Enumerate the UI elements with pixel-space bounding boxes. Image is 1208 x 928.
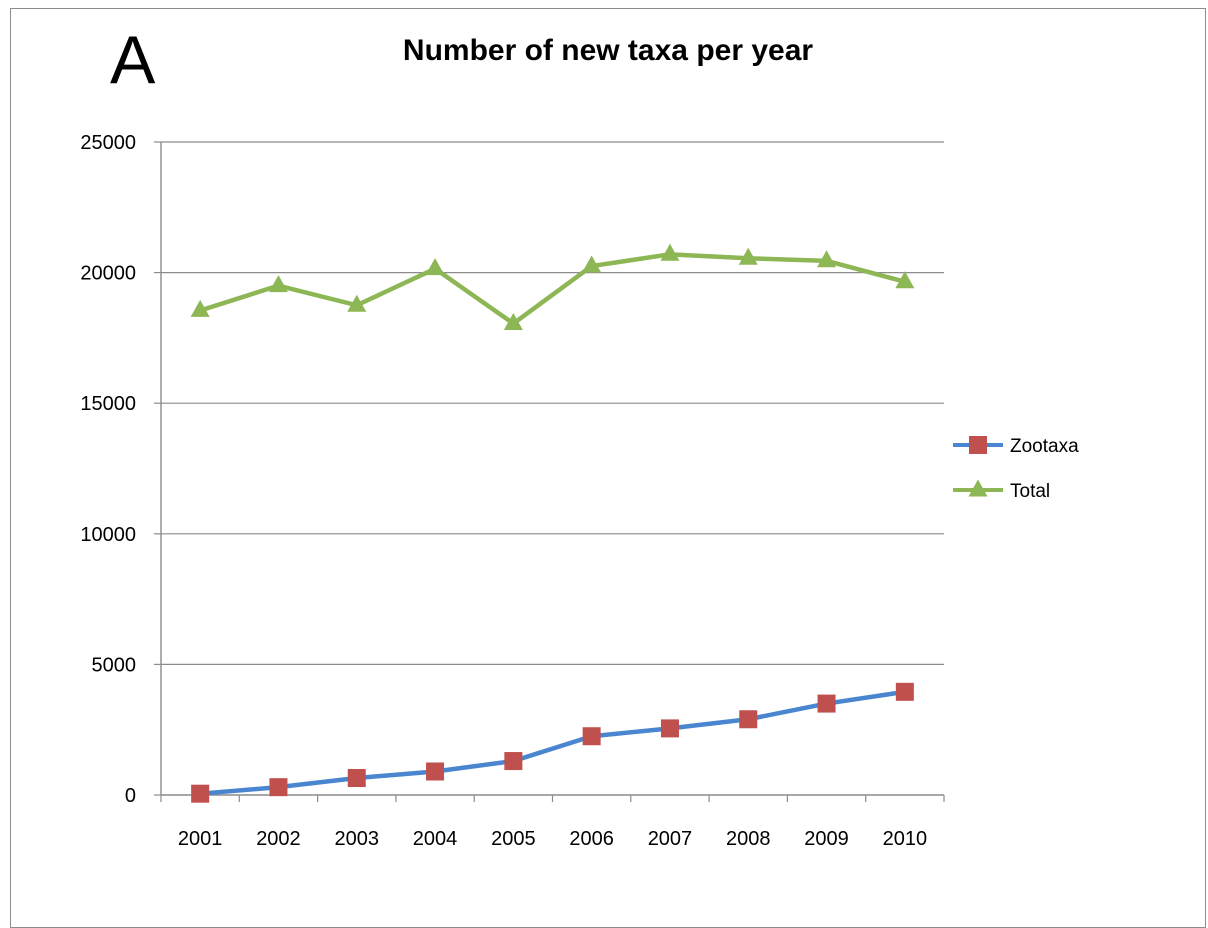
- data-point-total: [582, 255, 602, 273]
- y-tick-label: 0: [125, 785, 136, 807]
- y-tick-label: 5000: [92, 654, 137, 676]
- data-point-total: [660, 243, 680, 261]
- legend-marker-zootaxa: [969, 436, 987, 454]
- legend-label-total: Total: [1010, 481, 1050, 502]
- y-tick-label: 15000: [80, 393, 136, 415]
- legend-item-total: Total: [953, 479, 1050, 502]
- data-point-total: [738, 247, 758, 265]
- x-tick-label: 2003: [335, 828, 380, 850]
- x-tick-label: 2006: [569, 828, 614, 850]
- panel-label: A: [110, 22, 156, 98]
- data-point-total: [268, 275, 288, 293]
- legend: Zootaxa Total: [953, 436, 1079, 502]
- data-point-zootaxa: [895, 682, 914, 701]
- chart-frame: [10, 8, 1206, 928]
- legend-marker-total: [968, 479, 988, 497]
- x-tick-labels: 2001 2002 2003 2004 2005 2006 2007 2008 2009 2010: [178, 828, 927, 850]
- y-tick-label: 10000: [80, 524, 136, 546]
- data-point-zootaxa: [660, 719, 679, 738]
- data-point-total: [190, 299, 210, 317]
- data-point-zootaxa: [191, 784, 210, 803]
- y-tick-label: 25000: [80, 132, 136, 154]
- chart-title: Number of new taxa per year: [402, 34, 814, 67]
- legend-item-zootaxa: Zootaxa: [953, 436, 1079, 457]
- data-point-zootaxa: [269, 778, 288, 797]
- data-point-total: [425, 258, 445, 276]
- x-tick-label: 2009: [804, 828, 849, 850]
- data-point-total: [503, 312, 523, 330]
- data-point-zootaxa: [739, 710, 758, 729]
- series-line-total: [197, 252, 908, 326]
- x-tick-label: 2005: [491, 828, 536, 850]
- y-tick-labels: 0 5000 10000 15000 20000 25000: [80, 132, 136, 807]
- series-layer: [190, 243, 915, 803]
- x-tick-label: 2007: [648, 828, 693, 850]
- x-tick-label: 2010: [883, 828, 928, 850]
- data-point-total: [817, 250, 837, 268]
- data-point-zootaxa: [347, 769, 366, 788]
- data-point-zootaxa: [426, 762, 445, 781]
- gridlines: [161, 141, 944, 666]
- x-tick-label: 2008: [726, 828, 771, 850]
- data-point-zootaxa: [582, 727, 601, 746]
- data-point-total: [347, 294, 367, 312]
- x-tick-label: 2004: [413, 828, 458, 850]
- series-total: [190, 243, 915, 330]
- legend-label-zootaxa: Zootaxa: [1010, 436, 1079, 457]
- data-point-total: [895, 271, 915, 289]
- series-zootaxa: [191, 682, 914, 803]
- x-tick-label: 2002: [256, 828, 301, 850]
- series-line-zootaxa: [197, 689, 908, 796]
- axes: [154, 141, 945, 802]
- data-point-zootaxa: [504, 752, 523, 771]
- data-point-zootaxa: [817, 694, 836, 713]
- y-tick-label: 20000: [80, 263, 136, 285]
- x-tick-label: 2001: [178, 828, 223, 850]
